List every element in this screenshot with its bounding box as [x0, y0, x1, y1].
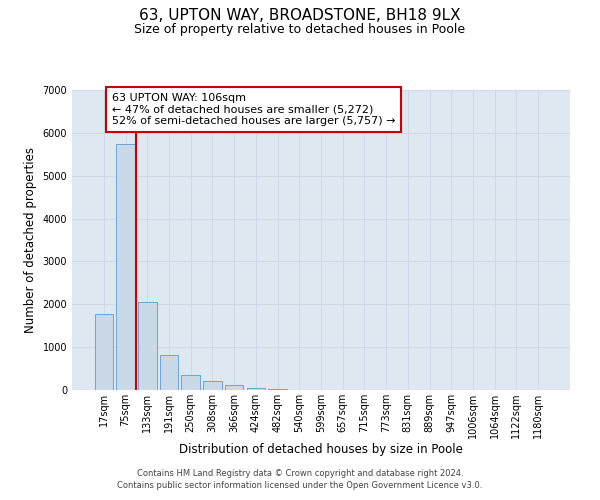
- Bar: [116, 144, 135, 390]
- Bar: [138, 302, 157, 390]
- Text: 63, UPTON WAY, BROADSTONE, BH18 9LX: 63, UPTON WAY, BROADSTONE, BH18 9LX: [139, 8, 461, 22]
- Y-axis label: Number of detached properties: Number of detached properties: [24, 147, 37, 333]
- Text: Size of property relative to detached houses in Poole: Size of property relative to detached ho…: [134, 22, 466, 36]
- Text: Contains HM Land Registry data © Crown copyright and database right 2024.: Contains HM Land Registry data © Crown c…: [137, 468, 463, 477]
- Bar: [95, 314, 113, 390]
- Bar: [160, 355, 178, 390]
- Bar: [181, 374, 200, 390]
- Bar: [203, 380, 221, 390]
- Text: Contains public sector information licensed under the Open Government Licence v3: Contains public sector information licen…: [118, 481, 482, 490]
- Bar: [225, 386, 244, 390]
- Text: Distribution of detached houses by size in Poole: Distribution of detached houses by size …: [179, 442, 463, 456]
- Bar: [247, 388, 265, 390]
- Text: 63 UPTON WAY: 106sqm
← 47% of detached houses are smaller (5,272)
52% of semi-de: 63 UPTON WAY: 106sqm ← 47% of detached h…: [112, 93, 395, 126]
- Bar: [268, 388, 287, 390]
